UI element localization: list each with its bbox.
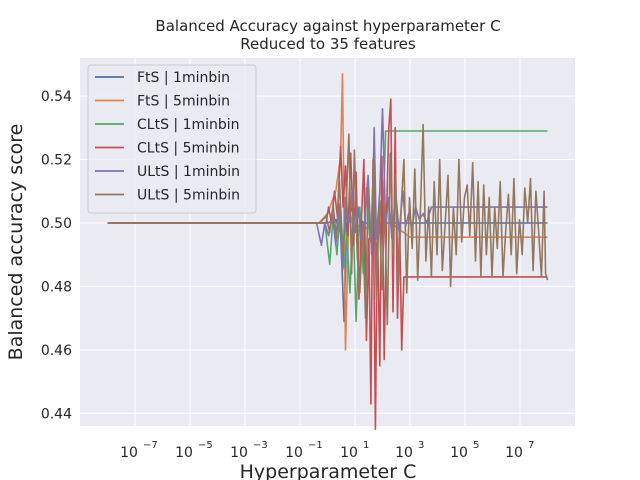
x-tick-exponent: −3 <box>253 440 268 451</box>
y-tick-label: 0.44 <box>41 406 72 422</box>
x-tick-exponent: 7 <box>528 440 534 451</box>
x-tick-label: 10 <box>450 445 468 461</box>
x-tick-labels: 10 −7 10 −5 10 −3 10 −1 10 1 10 3 10 5 10 7 <box>120 440 534 461</box>
x-tick-label: 10 <box>340 445 358 461</box>
x-tick-exponent: −5 <box>198 440 213 451</box>
legend-label: FtS | 1minbin <box>137 70 230 86</box>
x-tick-exponent: 5 <box>473 440 479 451</box>
legend-label: FtS | 5minbin <box>137 94 230 110</box>
x-tick-exponent: −7 <box>143 440 158 451</box>
x-tick-exponent: −1 <box>308 440 323 451</box>
x-tick-label: 10 <box>120 445 138 461</box>
legend: FtS | 1minbin FtS | 5minbin CLtS | 1minbin… <box>87 64 257 214</box>
y-tick-label: 0.48 <box>41 279 72 295</box>
x-tick-label: 10 <box>395 445 413 461</box>
y-tick-label: 0.50 <box>41 216 72 232</box>
legend-label: ULtS | 1minbin <box>137 164 240 180</box>
legend-label: CLtS | 1minbin <box>137 117 240 133</box>
y-axis-label: Balanced accuracy score <box>5 124 27 361</box>
x-tick-label: 10 <box>505 445 523 461</box>
chart-title: Balanced Accuracy against hyperparameter… <box>155 17 500 35</box>
y-tick-label: 0.54 <box>41 89 72 105</box>
legend-label: ULtS | 5minbin <box>137 188 240 204</box>
legend-box <box>87 64 257 214</box>
y-tick-label: 0.46 <box>41 343 72 359</box>
series-line-6 <box>107 123 549 326</box>
x-tick-label: 10 <box>230 445 248 461</box>
x-axis-label: Hyperparameter C <box>240 461 417 480</box>
legend-label: CLtS | 5minbin <box>137 141 240 157</box>
x-tick-exponent: 1 <box>363 440 369 451</box>
x-tick-exponent: 3 <box>418 440 424 451</box>
series-lines <box>107 73 549 431</box>
x-tick-label: 10 <box>175 445 193 461</box>
y-tick-label: 0.52 <box>41 153 72 169</box>
x-tick-label: 10 <box>285 445 303 461</box>
y-tick-labels: 0.44 0.46 0.48 0.50 0.52 0.54 <box>41 89 72 422</box>
chart-subtitle: Reduced to 35 features <box>240 35 416 53</box>
